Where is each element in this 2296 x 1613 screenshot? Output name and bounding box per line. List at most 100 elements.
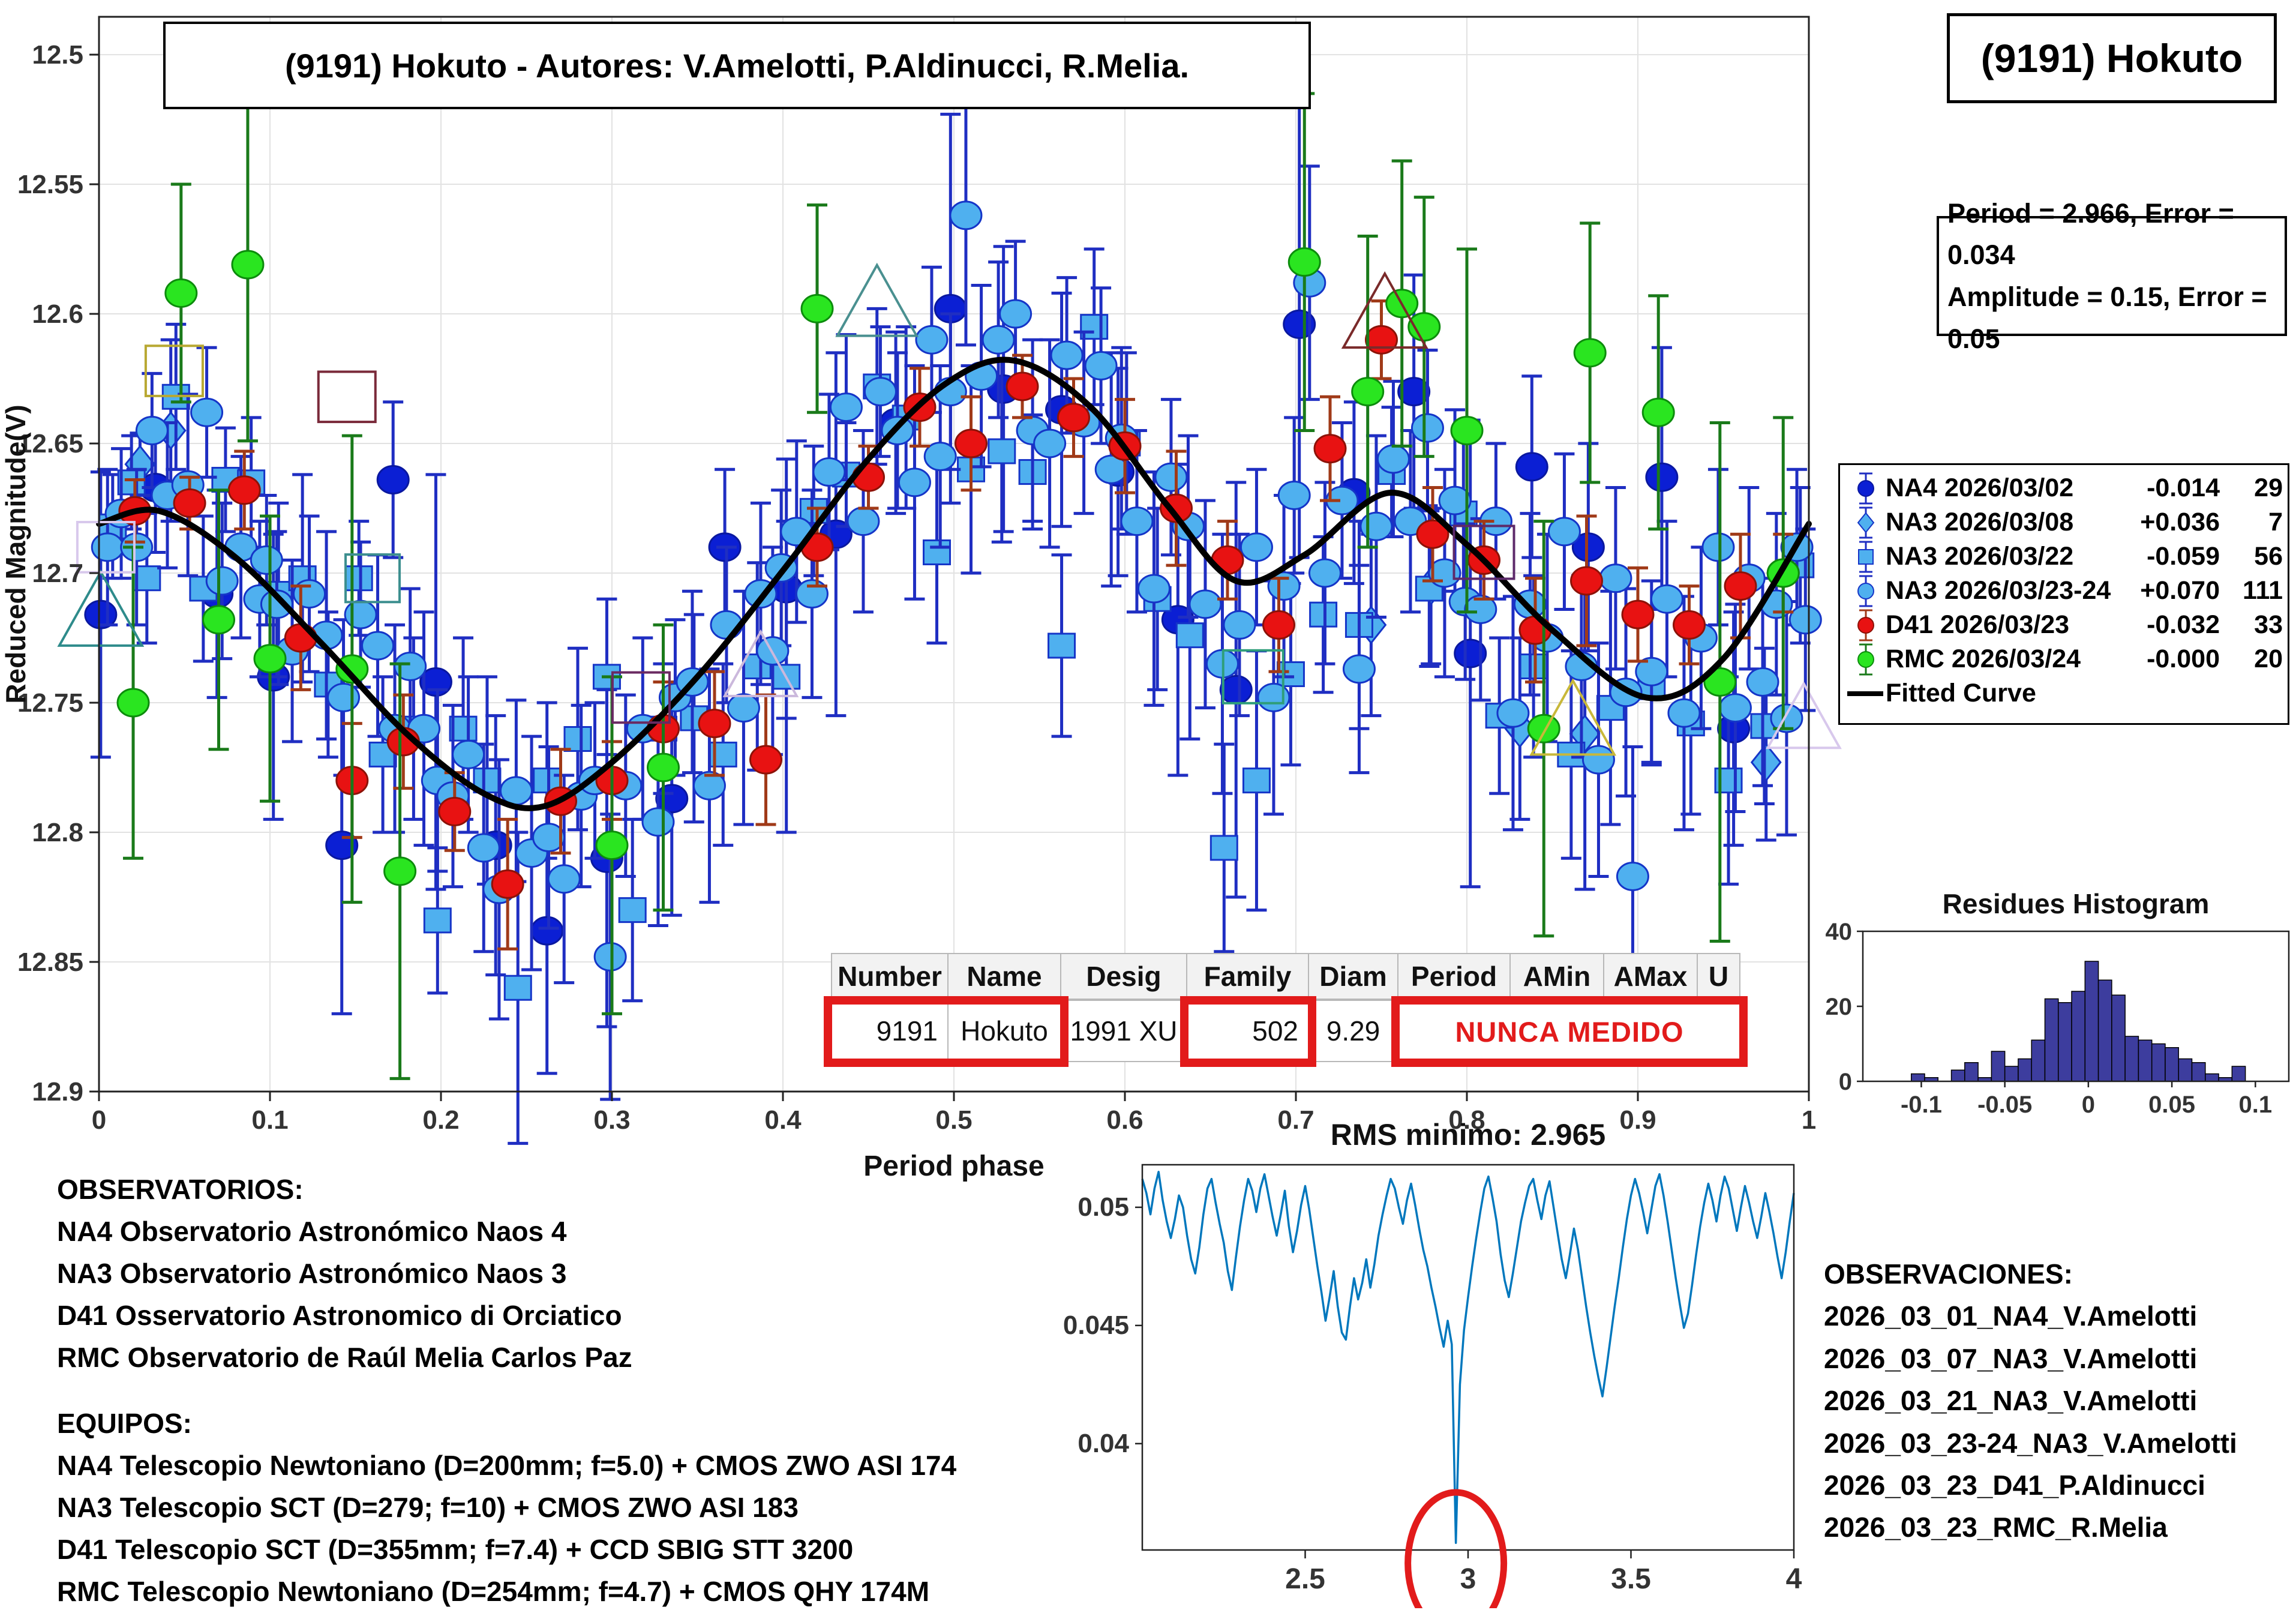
histogram-bar xyxy=(2124,1036,2139,1082)
table-cell: 1991 XU xyxy=(1061,1000,1187,1062)
overlay-triangle xyxy=(722,629,799,697)
legend-marker xyxy=(1858,548,1874,565)
scatter-point xyxy=(1407,312,1441,342)
legend-offset: -0.014 xyxy=(2147,473,2220,502)
overlay-square xyxy=(1452,524,1515,580)
scatter-point xyxy=(698,709,731,739)
equipo-line: D41 Telescopio SCT (D=355mm; f=7.4) + CC… xyxy=(57,1533,854,1565)
observatorios-block: OBSERVATORIOS: NA4 Observatorio Astronómi… xyxy=(57,1169,632,1379)
scatter-point xyxy=(173,488,206,518)
scatter-point xyxy=(1160,493,1193,523)
legend-count: 111 xyxy=(2243,576,2283,605)
fitted-curve xyxy=(96,356,1812,811)
fitted-curve-icon xyxy=(1847,691,1883,696)
x-tick-label: 0.9 xyxy=(1619,1105,1656,1135)
residues-histogram-chart: Residues Histogram -0.1 -0.05 0 0.05 0.1 0 20 40 xyxy=(1826,888,2290,1118)
observacion-line: 2026_03_23_D41_P.Aldinucci xyxy=(1824,1469,2205,1501)
scatter-point xyxy=(795,579,829,609)
scatter-point xyxy=(1154,462,1188,492)
scatter-point xyxy=(1050,340,1084,370)
light-curve-chart: 0 0.1 0.2 0.3 0.4 0.5 0.6 0.7 0.8 0.9 1 12.5 12.55 12… xyxy=(0,16,1842,1182)
y-tick-label: 0.045 xyxy=(1063,1311,1129,1340)
legend-count: 29 xyxy=(2254,473,2283,502)
scatter-point xyxy=(1239,532,1273,562)
scatter-point xyxy=(1376,444,1410,474)
legend-row: RMC 2026/03/24 -0.000 20 xyxy=(1846,642,2283,676)
y-tick-label: 12.85 xyxy=(17,948,83,977)
scatter-point xyxy=(863,377,897,407)
minimum-circle-annotation xyxy=(1404,1489,1508,1608)
x-tick-label: 2.5 xyxy=(1285,1563,1325,1595)
x-tick-label: 3 xyxy=(1460,1563,1476,1595)
legend-row: NA3 2026/03/08 +0.036 7 xyxy=(1846,505,2283,539)
histogram-bar xyxy=(2031,1039,2046,1082)
scatter-point xyxy=(253,644,287,674)
legend-marker-icon xyxy=(1857,472,1874,504)
scatter-point xyxy=(812,457,846,487)
scatter-point xyxy=(1209,835,1238,861)
legend-marker xyxy=(1857,616,1874,634)
scatter-point xyxy=(1599,563,1632,593)
table-header-cell: AMax xyxy=(1604,953,1698,1000)
scatter-point xyxy=(1342,654,1376,684)
legend-marker-icon xyxy=(1857,609,1874,641)
legend: NA4 2026/03/02 -0.014 29 NA3 2026/03/08 +0.0… xyxy=(1838,463,2289,725)
y-tick-label: 12.9 xyxy=(32,1077,83,1107)
scatter-point xyxy=(503,975,532,1001)
scatter-point xyxy=(344,565,373,592)
scatter-point xyxy=(1048,632,1076,659)
scatter-point xyxy=(1033,428,1067,458)
overlay-triangle xyxy=(1766,681,1842,749)
scatter-point xyxy=(1120,506,1154,536)
overlay-triangle xyxy=(57,569,145,647)
scatter-point xyxy=(1242,767,1271,794)
scatter-point xyxy=(1262,610,1295,640)
legend-offset: +0.036 xyxy=(2140,508,2220,536)
x-axis-label: Period phase xyxy=(863,1150,1044,1182)
scatter-point xyxy=(335,654,369,684)
histogram-bar xyxy=(2084,961,2099,1082)
histogram-title: Residues Histogram xyxy=(1943,888,2210,919)
overlay-square xyxy=(344,553,401,604)
scatter-point xyxy=(1308,558,1341,588)
histogram-bar xyxy=(2018,1058,2032,1082)
histogram-bar xyxy=(2071,991,2086,1082)
red-highlight-box: NUNCA MEDIDO xyxy=(1391,996,1748,1067)
scatter-point xyxy=(829,392,863,422)
legend-label: Fitted Curve xyxy=(1886,679,2036,707)
y-tick-label: 12.55 xyxy=(17,170,83,199)
scatter-point xyxy=(1641,397,1675,427)
scatter-point xyxy=(1309,601,1338,628)
overlay-triangle xyxy=(835,262,919,337)
histogram-bar xyxy=(2097,979,2112,1082)
scatter-point xyxy=(1724,571,1757,601)
observacion-line: 2026_03_01_NA4_V.Amelotti xyxy=(1824,1300,2198,1332)
scatter-point xyxy=(91,532,124,562)
table-header-cell: Diam xyxy=(1309,953,1398,1000)
scatter-point xyxy=(1410,413,1444,443)
table-header-cell: Family xyxy=(1187,953,1309,1000)
scatter-point xyxy=(1746,667,1779,697)
period-line: Period = 2.966, Error = 0.034 xyxy=(1947,197,2234,271)
x-tick-label: 0.3 xyxy=(593,1105,630,1135)
scatter-point xyxy=(547,864,581,894)
scatter-point xyxy=(190,397,224,427)
scatter-point xyxy=(1006,371,1039,401)
observatorio-line: D41 Osservatorio Astronomico di Orciatic… xyxy=(57,1299,622,1331)
legend-label: NA3 2026/03/08 xyxy=(1886,508,2074,536)
scatter-point xyxy=(898,467,931,497)
table-header-cell: Period xyxy=(1398,953,1511,1000)
scatter-point xyxy=(999,299,1033,329)
scatter-point xyxy=(1750,742,1782,782)
asteroid-name: (9191) Hokuto xyxy=(1980,36,2243,80)
table-header-row: Number Name Desig Family Diam Period AMin AMax U xyxy=(831,953,1740,1000)
x-tick-label: 3.5 xyxy=(1611,1563,1651,1595)
histogram-bar xyxy=(1964,1062,1979,1082)
scatter-point xyxy=(647,752,680,782)
scatter-point xyxy=(1496,698,1530,728)
legend-offset: -0.032 xyxy=(2147,610,2220,639)
scatter-point xyxy=(1283,309,1316,339)
scatter-point xyxy=(1667,698,1701,728)
overlay-square xyxy=(611,671,671,724)
scatter-point xyxy=(1094,454,1128,484)
